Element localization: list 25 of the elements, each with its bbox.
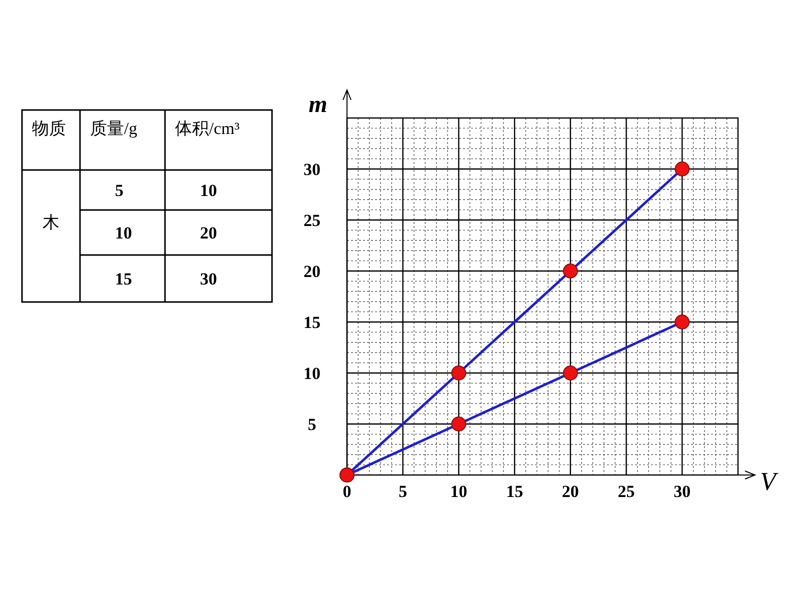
x-tick-label: 15 xyxy=(506,482,524,501)
y-tick-label: 10 xyxy=(304,364,320,383)
y-tick-label: 20 xyxy=(304,262,320,281)
x-tick-label: 20 xyxy=(562,482,579,501)
x-tick-label: 5 xyxy=(398,482,408,501)
x-tick-label: 30 xyxy=(674,482,691,501)
text: 15 xyxy=(115,270,132,288)
text: 10 xyxy=(115,224,132,242)
y-tick-label: 5 xyxy=(308,415,316,434)
text: 10 xyxy=(200,181,217,200)
x-tick-label: 0 xyxy=(342,482,352,501)
x-tick-label: 25 xyxy=(618,482,635,501)
text: 木 xyxy=(42,213,60,232)
y-axis-title: m xyxy=(308,92,328,118)
text: 5 xyxy=(115,181,124,200)
text: 体积/cm³ xyxy=(175,119,240,138)
text: 20 xyxy=(200,224,217,242)
text: 物质 xyxy=(32,119,66,138)
text: 30 xyxy=(200,270,217,288)
x-tick-label: 10 xyxy=(450,482,468,501)
y-tick-label: 30 xyxy=(304,160,320,179)
y-tick-label: 15 xyxy=(304,313,320,332)
text: 质量/g xyxy=(90,119,138,138)
y-tick-label: 25 xyxy=(304,211,320,230)
x-axis-title: V xyxy=(760,467,780,496)
